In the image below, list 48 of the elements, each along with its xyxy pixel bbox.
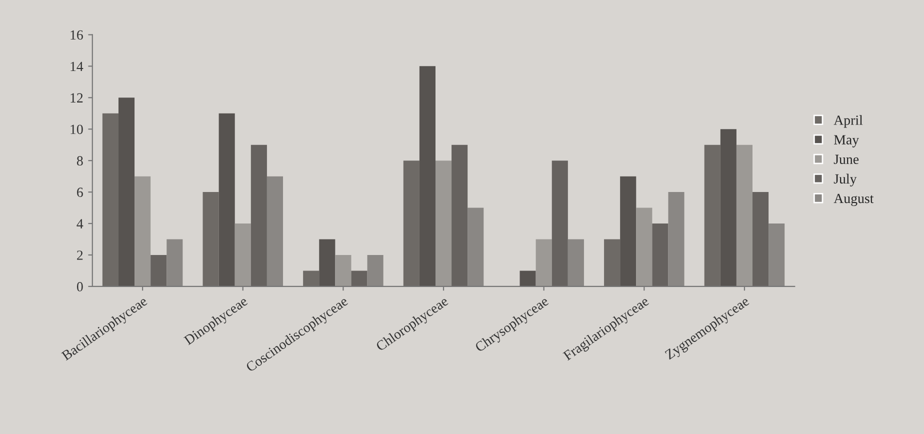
bar bbox=[520, 270, 536, 286]
bar bbox=[150, 254, 167, 286]
bar bbox=[620, 176, 636, 286]
bar bbox=[403, 160, 420, 286]
bar bbox=[452, 144, 468, 286]
legend-label: July bbox=[834, 174, 857, 186]
legend-label: May bbox=[834, 135, 860, 148]
bar bbox=[218, 113, 235, 286]
bar bbox=[636, 208, 652, 286]
bar bbox=[736, 144, 753, 286]
bar bbox=[435, 160, 452, 286]
bar bbox=[468, 208, 484, 286]
y-tick-label: 12 bbox=[70, 93, 83, 102]
y-tick-label: 14 bbox=[70, 62, 84, 72]
bar bbox=[552, 160, 568, 286]
bar bbox=[568, 239, 584, 286]
y-tick-label: 8 bbox=[76, 156, 83, 166]
bar bbox=[768, 224, 785, 286]
bar bbox=[202, 192, 219, 286]
legend-label: June bbox=[834, 154, 859, 164]
bar bbox=[668, 192, 684, 286]
bar bbox=[266, 176, 284, 286]
legend-label: August bbox=[834, 194, 874, 206]
bar bbox=[720, 129, 736, 286]
y-tick-label: 16 bbox=[70, 30, 83, 40]
bar bbox=[166, 239, 183, 286]
bar bbox=[102, 113, 118, 286]
y-tick-label: 4 bbox=[76, 219, 84, 228]
bar bbox=[704, 144, 720, 286]
y-tick-label: 2 bbox=[77, 250, 83, 260]
bar bbox=[335, 254, 352, 286]
bar bbox=[419, 66, 436, 286]
bar bbox=[118, 98, 135, 286]
bar bbox=[536, 239, 552, 286]
bar bbox=[250, 144, 267, 286]
bar bbox=[351, 270, 368, 286]
bar bbox=[319, 239, 336, 286]
bar bbox=[752, 192, 769, 286]
bar bbox=[652, 224, 668, 286]
y-tick-label: 6 bbox=[77, 188, 83, 197]
bar bbox=[134, 176, 151, 286]
bar bbox=[367, 254, 384, 286]
legend-label: April bbox=[834, 115, 863, 128]
bar bbox=[604, 239, 620, 286]
bar bbox=[303, 270, 320, 286]
y-tick-label: 10 bbox=[70, 124, 83, 134]
y-tick-label: 0 bbox=[76, 282, 83, 292]
bar bbox=[234, 224, 251, 286]
